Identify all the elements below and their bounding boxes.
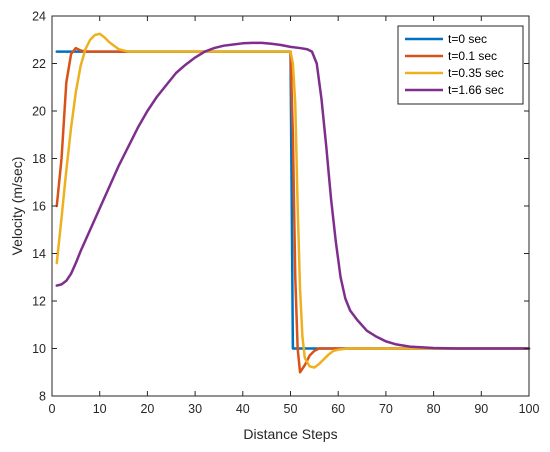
x-tick-label-7: 70 bbox=[379, 402, 393, 416]
x-tick-label-6: 60 bbox=[331, 402, 345, 416]
x-tick-label-0: 0 bbox=[49, 402, 56, 416]
y-tick-label-0: 8 bbox=[39, 390, 46, 404]
y-axis-label: Velocity (m/sec) bbox=[9, 157, 25, 256]
legend-label-0: t=0 sec bbox=[448, 32, 487, 46]
legend-label-2: t=0.35 sec bbox=[448, 66, 504, 80]
ticks-layer: 0 10 20 30 40 50 60 70 80 90 100 8 10 12 14 16 18 20 22 24 bbox=[32, 10, 539, 417]
legend-label-1: t=0.1 sec bbox=[448, 49, 497, 63]
legend-label-3: t=1.66 sec bbox=[448, 83, 504, 97]
series-layer bbox=[55, 32, 531, 374]
y-tick-label-2: 12 bbox=[32, 295, 46, 309]
x-tick-label-8: 80 bbox=[427, 402, 441, 416]
x-tick-label-10: 100 bbox=[519, 402, 540, 416]
x-tick-label-9: 90 bbox=[474, 402, 488, 416]
x-tick-label-4: 40 bbox=[236, 402, 250, 416]
x-tick-label-2: 20 bbox=[140, 402, 154, 416]
y-tick-label-4: 16 bbox=[32, 200, 46, 214]
series-line-2 bbox=[55, 32, 531, 369]
legend: t=0 sec t=0.1 sec t=0.35 sec t=1.66 sec bbox=[397, 25, 524, 105]
x-tick-label-1: 10 bbox=[93, 402, 107, 416]
x-axis-label: Distance Steps bbox=[243, 426, 337, 442]
series-line-3 bbox=[55, 41, 531, 350]
y-tick-label-8: 24 bbox=[32, 10, 46, 24]
y-tick-label-6: 20 bbox=[32, 105, 46, 119]
y-tick-label-5: 18 bbox=[32, 152, 46, 166]
x-tick-label-5: 50 bbox=[284, 402, 298, 416]
y-tick-label-7: 22 bbox=[32, 57, 46, 71]
y-tick-label-3: 14 bbox=[32, 247, 46, 261]
x-tick-label-3: 30 bbox=[188, 402, 202, 416]
y-tick-label-1: 10 bbox=[32, 342, 46, 356]
